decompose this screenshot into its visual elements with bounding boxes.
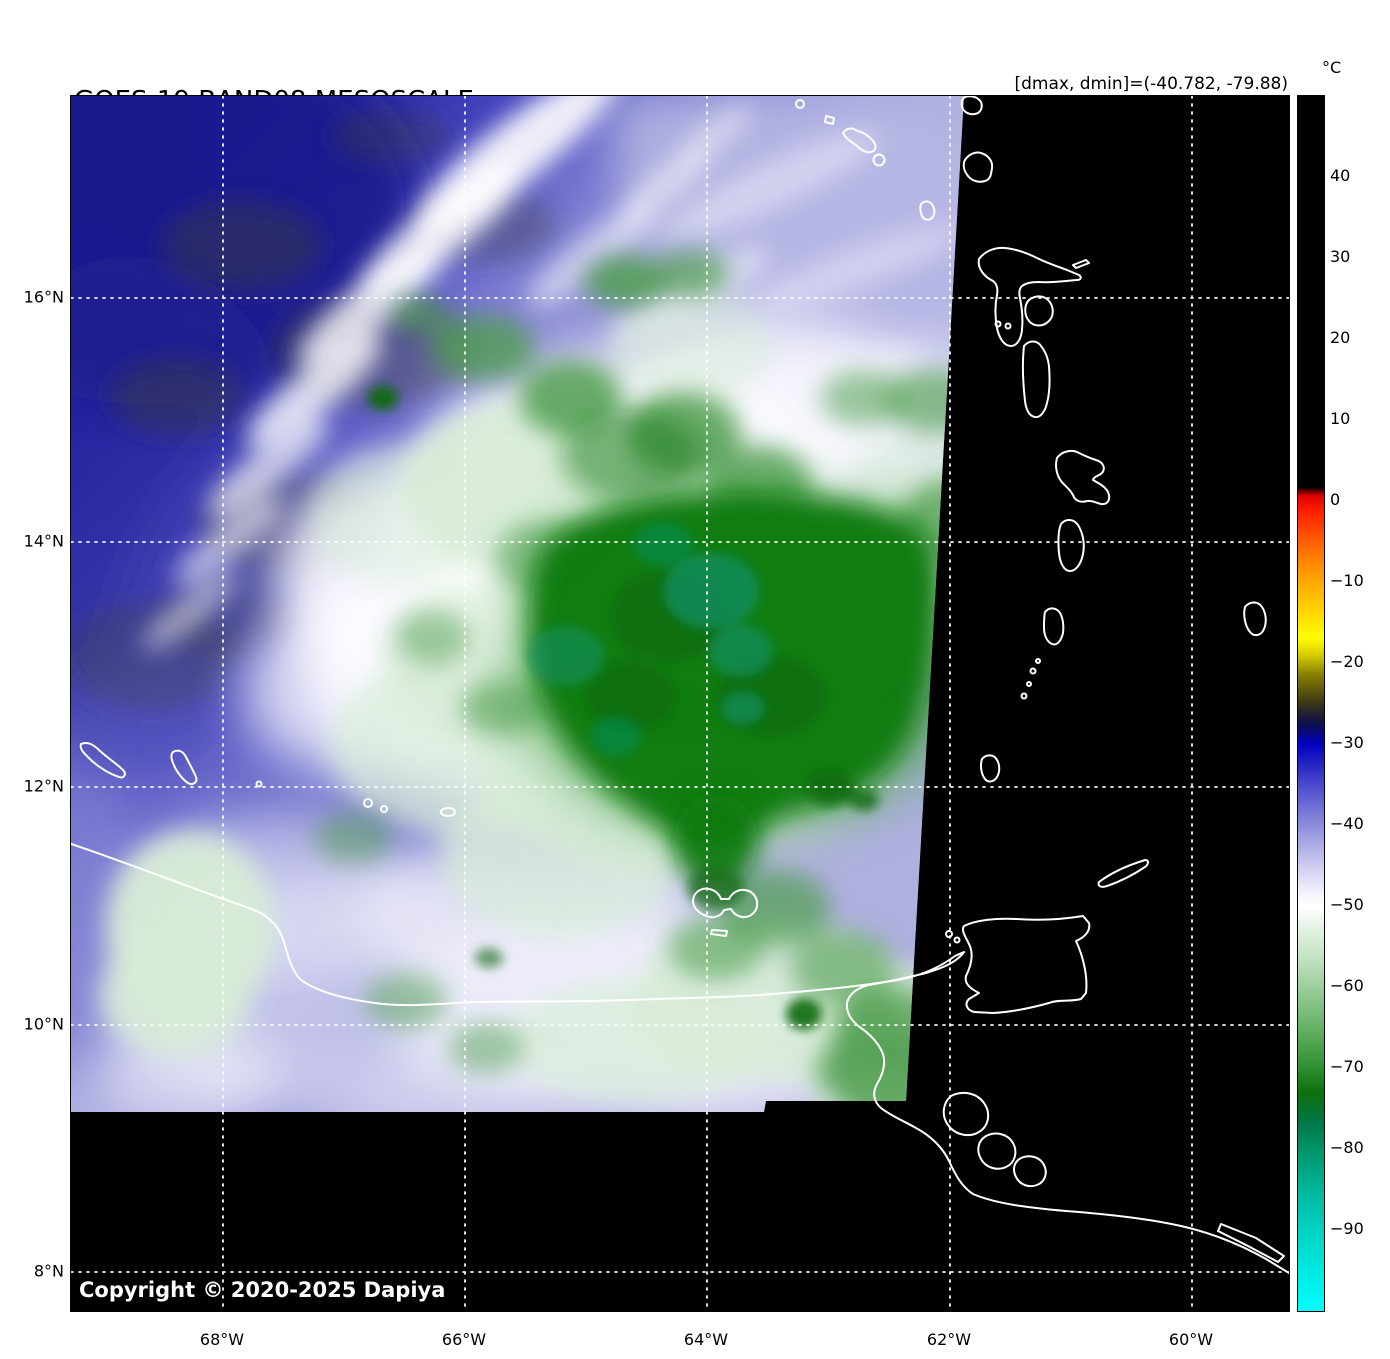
lon-tick-label: 64°W xyxy=(683,1330,729,1349)
colorbar-tick: −30 xyxy=(1330,733,1364,752)
colorbar-tick: −20 xyxy=(1330,652,1364,671)
colorbar-tick: 0 xyxy=(1330,490,1341,509)
coastlines xyxy=(71,96,1289,1274)
lon-tick-label: 66°W xyxy=(441,1330,487,1349)
lon-tick-label: 60°W xyxy=(1168,1330,1214,1349)
lat-tick-label: 16°N xyxy=(23,287,64,307)
data-swath xyxy=(71,96,964,1112)
colorbar xyxy=(1297,95,1325,1312)
colorbar-tick: 40 xyxy=(1330,166,1351,185)
lon-tick-label: 62°W xyxy=(926,1330,972,1349)
colorbar-unit-label: °C xyxy=(1322,58,1342,77)
colorbar-tick: −10 xyxy=(1330,571,1364,590)
colorbar-tick: 30 xyxy=(1330,247,1351,266)
lat-tick-label: 8°N xyxy=(33,1261,64,1281)
gridlines xyxy=(71,96,1289,1311)
dmax-dmin-readout: [dmax, dmin]=(-40.782, -79.88) xyxy=(1014,74,1289,94)
lon-tick-label: 68°W xyxy=(199,1330,245,1349)
satellite-map-canvas: Copyright © 2020-2025 Dapiya xyxy=(70,95,1290,1312)
colorbar-tick: −60 xyxy=(1330,976,1364,995)
lat-tick-label: 10°N xyxy=(23,1014,64,1034)
lat-tick-label: 12°N xyxy=(23,776,64,796)
colorbar-tick: −70 xyxy=(1330,1057,1364,1076)
colorbar-tick: −90 xyxy=(1330,1219,1364,1238)
satellite-imagery xyxy=(71,96,1289,1311)
colorbar-tick: 10 xyxy=(1330,409,1351,428)
colorbar-tick: −40 xyxy=(1330,814,1364,833)
copyright-text: Copyright © 2020-2025 Dapiya xyxy=(79,1278,446,1302)
colorbar-tick: −80 xyxy=(1330,1138,1364,1157)
colorbar-tick: 20 xyxy=(1330,328,1351,347)
lat-tick-label: 14°N xyxy=(23,531,64,551)
colorbar-tick: −50 xyxy=(1330,895,1364,914)
